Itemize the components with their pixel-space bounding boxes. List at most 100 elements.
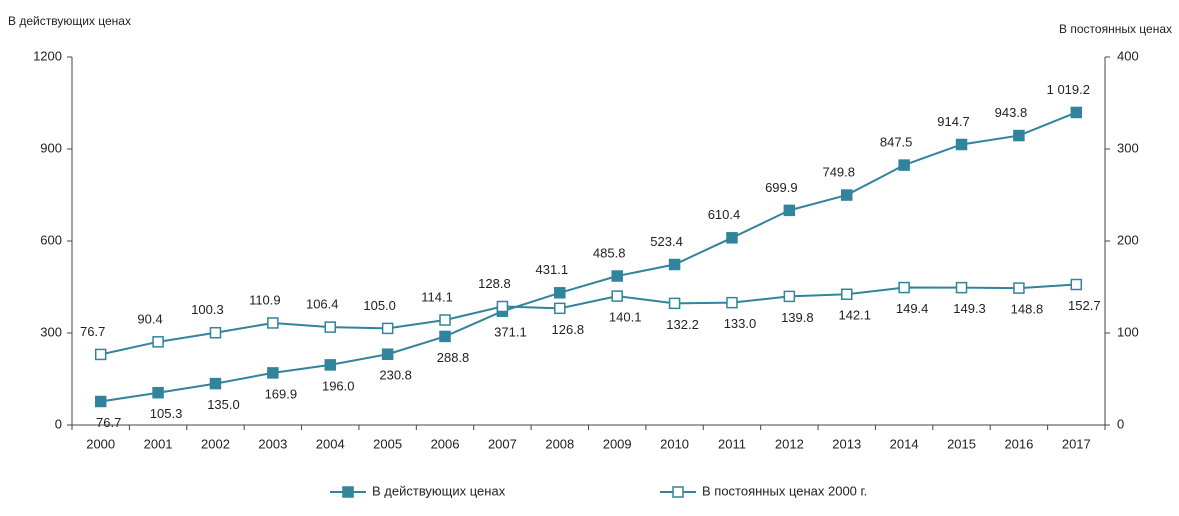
data-label: 610.4 [708,207,741,222]
data-label: 133.0 [724,316,757,331]
marker [1013,282,1025,294]
data-label: 110.9 [249,292,281,307]
data-label: 105.3 [150,406,183,421]
x-tick-label: 2006 [431,436,460,451]
y2-tick-label: 100 [1117,324,1139,339]
x-tick-label: 2013 [832,436,861,451]
x-tick-label: 2010 [660,436,689,451]
x-tick-label: 2014 [890,436,919,451]
x-tick-label: 2005 [373,436,402,451]
marker [152,336,164,348]
marker [209,326,222,339]
y-tick-label: 0 [55,416,62,431]
data-label: 76.7 [96,415,121,430]
data-label: 76.7 [80,324,105,339]
x-tick-label: 2009 [603,436,632,451]
y2-tick-label: 0 [1117,416,1124,431]
marker [1070,106,1083,119]
marker [668,258,681,271]
y-tick-label: 900 [40,140,62,155]
data-label: 230.8 [379,368,412,383]
marker [94,348,107,361]
marker [496,300,509,313]
marker [152,386,164,399]
legend-label: В действующих ценах [372,483,506,498]
series-line [100,283,1077,356]
data-label: 943.8 [995,105,1028,120]
marker [439,330,451,343]
x-tick-label: 2003 [258,436,287,451]
y2-axis-title: В постоянных ценах [1059,22,1172,36]
data-label: 140.1 [609,310,642,325]
x-tick-label: 2002 [201,436,230,451]
data-label: 847.5 [880,135,913,150]
x-tick-label: 2015 [947,436,976,451]
data-label: 699.9 [765,180,798,195]
marker [1013,129,1025,142]
y2-tick-label: 200 [1117,232,1139,247]
marker [381,348,394,360]
data-label: 90.4 [137,311,162,326]
y-axis-title: В действующих ценах [8,14,131,28]
data-label: 128.8 [478,276,511,291]
x-tick-label: 2007 [488,436,517,451]
data-label: 132.2 [666,317,699,332]
data-label: 106.4 [306,297,339,312]
marker [439,314,451,326]
x-tick-label: 2001 [144,436,173,451]
y2-tick-label: 400 [1117,48,1139,63]
x-tick-label: 2004 [316,436,345,451]
marker [209,377,222,390]
data-label: 114.1 [421,289,453,304]
data-label: 149.3 [953,301,986,316]
data-label: 105.0 [363,298,396,313]
data-label: 100.3 [191,302,224,317]
x-tick-label: 2011 [718,436,746,451]
marker [841,189,853,201]
data-label: 126.8 [552,322,585,337]
marker [611,290,623,302]
data-label: 749.8 [822,164,855,179]
data-label: 523.4 [650,234,683,249]
marker [726,232,738,244]
data-label: 1 019.2 [1047,82,1090,97]
marker [267,317,279,329]
data-label: 914.7 [937,114,970,129]
data-label: 431.1 [536,262,569,277]
y2-tick-label: 300 [1117,140,1139,155]
data-label: 169.9 [265,386,298,401]
marker [726,296,738,309]
data-label: 142.1 [838,308,871,323]
marker [841,288,853,301]
x-tick-label: 2008 [545,436,574,451]
y-tick-label: 300 [40,324,62,339]
marker [898,281,910,294]
data-label: 485.8 [593,245,626,260]
x-tick-label: 2017 [1062,436,1091,451]
marker [94,395,107,408]
x-tick-label: 2012 [775,436,804,451]
data-label: 152.7 [1068,298,1101,313]
marker [955,281,968,294]
series-line [100,111,1077,403]
data-label: 135.0 [207,397,240,412]
data-label: 288.8 [437,350,470,365]
marker [1070,278,1083,291]
data-label: 139.8 [781,310,814,325]
marker [783,290,796,303]
marker [955,138,968,151]
data-label: 371.1 [494,325,527,340]
marker [668,297,681,310]
marker [611,270,623,282]
marker [267,367,279,379]
data-label: 149.4 [896,301,929,316]
legend-label: В постоянных ценах 2000 г. [702,483,867,498]
data-label: 148.8 [1011,302,1044,317]
legend-marker [672,486,684,498]
marker [554,302,566,315]
marker [898,159,910,171]
x-tick-label: 2016 [1004,436,1033,451]
legend-marker [342,486,354,498]
marker [324,359,336,371]
